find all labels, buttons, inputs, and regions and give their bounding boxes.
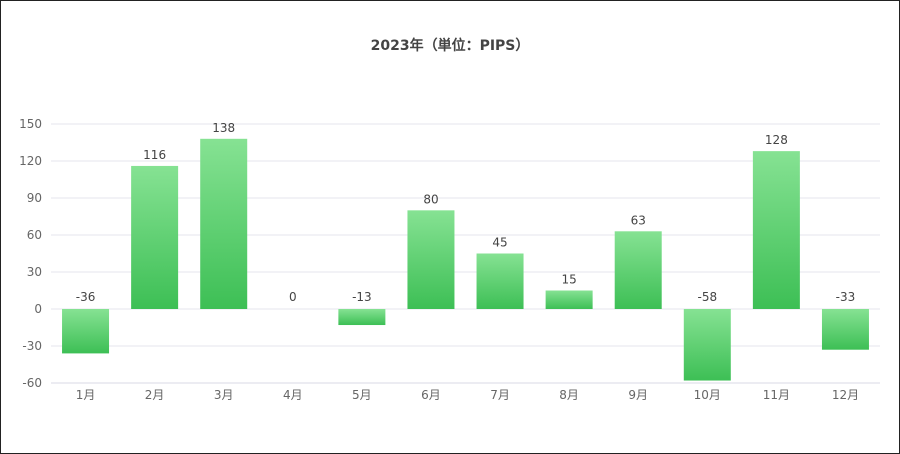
y-tick-label: 30 xyxy=(27,265,42,279)
data-label: 0 xyxy=(289,290,297,304)
data-label: 138 xyxy=(212,121,235,135)
y-tick-label: -60 xyxy=(22,376,42,390)
y-tick-label: 90 xyxy=(27,191,42,205)
bar xyxy=(476,253,524,309)
y-tick-label: 150 xyxy=(19,117,42,131)
y-tick-label: 60 xyxy=(27,228,42,242)
data-label: 116 xyxy=(143,148,166,162)
bar xyxy=(752,151,800,309)
data-label: -13 xyxy=(352,290,372,304)
bar xyxy=(614,231,662,309)
y-tick-label: 0 xyxy=(34,302,42,316)
bar xyxy=(131,165,179,309)
y-axis-ticks: 150 120 90 60 30 0 -30 -60 xyxy=(19,117,42,390)
y-tick-label: -30 xyxy=(22,339,42,353)
data-label: 128 xyxy=(765,133,788,147)
x-tick-label: 8月 xyxy=(559,388,579,402)
y-tick-label: 120 xyxy=(19,154,42,168)
bar xyxy=(407,210,455,309)
x-tick-label: 4月 xyxy=(283,388,303,402)
x-tick-label: 7月 xyxy=(490,388,510,402)
chart-title: 2023年（単位：PIPS） xyxy=(370,38,530,54)
bar xyxy=(62,309,110,354)
x-tick-label: 3月 xyxy=(214,388,234,402)
x-tick-label: 1月 xyxy=(76,388,96,402)
data-label: -58 xyxy=(697,290,717,304)
data-label: 80 xyxy=(423,192,438,206)
bar xyxy=(200,138,248,309)
data-label: 15 xyxy=(561,273,576,287)
bar xyxy=(338,309,386,326)
data-label: 45 xyxy=(492,236,507,250)
bar xyxy=(545,290,593,309)
x-tick-label: 2月 xyxy=(145,388,165,402)
data-label: -36 xyxy=(76,290,96,304)
bars xyxy=(62,138,869,381)
data-labels: -36 116 138 0 -13 80 45 15 63 -58 128 -33 xyxy=(76,121,856,304)
x-tick-label: 9月 xyxy=(628,388,648,402)
x-axis-ticks: 1月 2月 3月 4月 5月 6月 7月 8月 9月 10月 11月 12月 xyxy=(76,388,859,402)
x-tick-label: 10月 xyxy=(694,388,721,402)
bar xyxy=(821,309,869,350)
grid-lines xyxy=(51,123,880,384)
data-label: 63 xyxy=(631,213,646,227)
x-tick-label: 12月 xyxy=(832,388,859,402)
x-tick-label: 11月 xyxy=(763,388,790,402)
bar xyxy=(683,309,731,381)
data-label: -33 xyxy=(836,290,856,304)
x-tick-label: 5月 xyxy=(352,388,372,402)
x-tick-label: 6月 xyxy=(421,388,441,402)
